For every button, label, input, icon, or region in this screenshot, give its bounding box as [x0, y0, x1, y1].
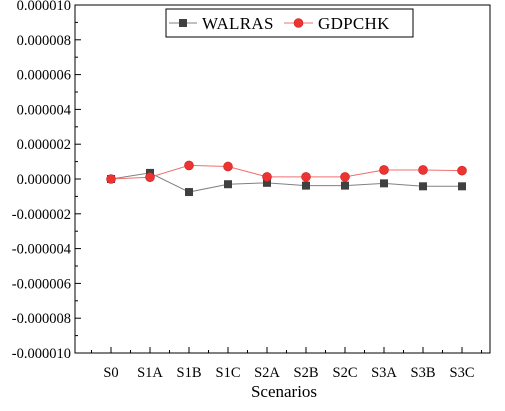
- walras-point: [263, 178, 271, 187]
- x-tick-label: S0: [103, 365, 118, 381]
- y-tick-label: 0.000002: [17, 137, 71, 153]
- gdpchk-point: [145, 172, 155, 183]
- y-tick-label: -0.000004: [12, 242, 72, 258]
- series-line-gdpchk: [110, 164, 463, 180]
- legend-marker-square: [179, 19, 187, 27]
- y-tick-label: 0.000010: [17, 0, 71, 14]
- walras-point: [458, 182, 466, 191]
- gdpchk-point: [184, 160, 194, 171]
- y-tick-label: -0.000010: [12, 346, 71, 362]
- gdpchk-point: [340, 172, 350, 182]
- walras-point: [185, 188, 193, 197]
- x-tick-label: S2A: [254, 365, 280, 381]
- gdpchk-point: [106, 174, 116, 184]
- x-tick-label: S1A: [137, 365, 163, 381]
- gdpchk-point: [457, 165, 467, 176]
- gdpchk-point: [418, 165, 428, 175]
- y-tick-label: -0.000006: [12, 276, 71, 292]
- x-tick-label: S3C: [450, 365, 475, 381]
- series-layer: [106, 160, 467, 197]
- gdpchk-point: [379, 165, 389, 175]
- walras-point: [419, 182, 427, 191]
- legend-marker-circle: [293, 18, 304, 28]
- gdpchk-point: [223, 161, 233, 172]
- y-tick-label: 0.000006: [17, 68, 71, 84]
- y-tick-label: 0.000004: [17, 102, 72, 118]
- x-tick-label: S1C: [216, 365, 241, 381]
- walras-point: [380, 179, 388, 188]
- walras-point: [302, 181, 310, 190]
- y-tick-label: -0.000008: [12, 311, 71, 327]
- legend-label: GDPCHK: [318, 14, 390, 33]
- walras-point: [341, 181, 349, 190]
- legend-label: WALRAS: [202, 14, 274, 33]
- x-axis: S0 S1A S1B S1C S2A S2B S2C S3A S3B S3C: [91, 347, 482, 381]
- plot-frame: [74, 4, 491, 354]
- y-tick-label: -0.000002: [12, 207, 71, 223]
- x-tick-label: S3B: [411, 365, 436, 381]
- legend: WALRAS GDPCHK: [165, 8, 414, 38]
- x-tick-label: S1B: [177, 365, 202, 381]
- y-tick-label: 0.000000: [17, 172, 71, 188]
- gdpchk-point: [262, 172, 272, 182]
- x-tick-label: S2C: [333, 365, 358, 381]
- series-line-walras: [110, 172, 462, 193]
- x-axis-title: Scenarios: [251, 382, 317, 401]
- x-tick-label: S3A: [371, 365, 397, 381]
- y-tick-label: 0.000008: [17, 33, 71, 49]
- gdpchk-point: [301, 172, 311, 182]
- y-axis: 0.000010 0.000008 0.000006 0.000004 0.000002…: [12, 0, 81, 362]
- x-tick-label: S2B: [294, 365, 319, 381]
- walras-point: [224, 180, 232, 189]
